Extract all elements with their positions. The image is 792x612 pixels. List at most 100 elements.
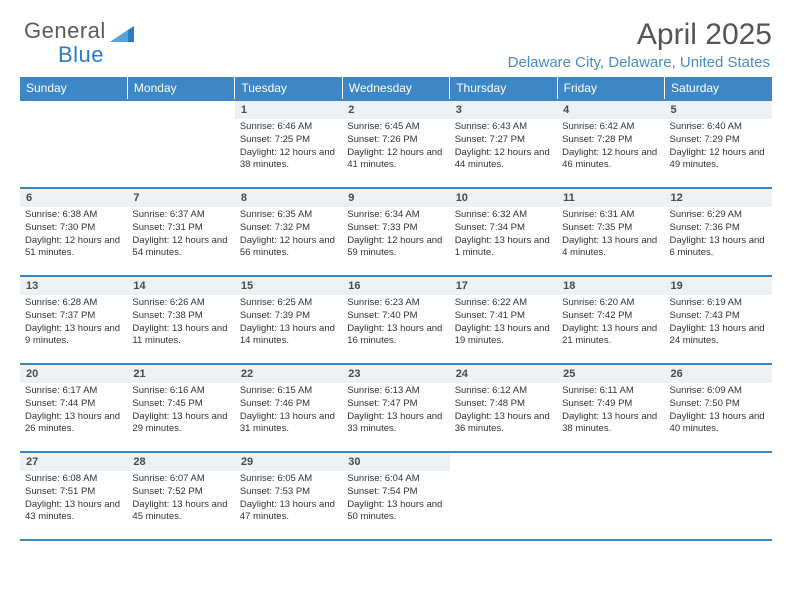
calendar-day-cell: 27Sunrise: 6:08 AMSunset: 7:51 PMDayligh…: [20, 452, 127, 540]
calendar-day-cell: 22Sunrise: 6:15 AMSunset: 7:46 PMDayligh…: [235, 364, 342, 452]
sunset-line: Sunset: 7:46 PM: [240, 398, 337, 411]
title-block: April 2025: [637, 18, 772, 52]
day-number: 3: [450, 101, 557, 119]
weekday-header: Friday: [557, 77, 664, 100]
sunrise-line: Sunrise: 6:29 AM: [670, 209, 767, 222]
calendar-week-row: 20Sunrise: 6:17 AMSunset: 7:44 PMDayligh…: [20, 364, 772, 452]
weekday-header: Thursday: [450, 77, 557, 100]
daylight-line: Daylight: 13 hours and 36 minutes.: [455, 411, 552, 437]
daylight-line: Daylight: 12 hours and 49 minutes.: [670, 147, 767, 173]
weekday-header: Tuesday: [235, 77, 342, 100]
daylight-line: Daylight: 12 hours and 41 minutes.: [347, 147, 444, 173]
day-number: 15: [235, 277, 342, 295]
sunrise-line: Sunrise: 6:05 AM: [240, 473, 337, 486]
sunrise-line: Sunrise: 6:38 AM: [25, 209, 122, 222]
daylight-line: Daylight: 13 hours and 19 minutes.: [455, 323, 552, 349]
day-body: Sunrise: 6:45 AMSunset: 7:26 PMDaylight:…: [342, 119, 449, 176]
sunset-line: Sunset: 7:25 PM: [240, 134, 337, 147]
sunset-line: Sunset: 7:26 PM: [347, 134, 444, 147]
sunrise-line: Sunrise: 6:28 AM: [25, 297, 122, 310]
calendar-head: SundayMondayTuesdayWednesdayThursdayFrid…: [20, 77, 772, 100]
sunset-line: Sunset: 7:40 PM: [347, 310, 444, 323]
calendar-day-cell: 24Sunrise: 6:12 AMSunset: 7:48 PMDayligh…: [450, 364, 557, 452]
calendar-day-cell: 25Sunrise: 6:11 AMSunset: 7:49 PMDayligh…: [557, 364, 664, 452]
daylight-line: Daylight: 13 hours and 29 minutes.: [132, 411, 229, 437]
day-body: Sunrise: 6:34 AMSunset: 7:33 PMDaylight:…: [342, 207, 449, 264]
calendar-day-cell: 11Sunrise: 6:31 AMSunset: 7:35 PMDayligh…: [557, 188, 664, 276]
calendar-body: 1Sunrise: 6:46 AMSunset: 7:25 PMDaylight…: [20, 100, 772, 540]
sunrise-line: Sunrise: 6:34 AM: [347, 209, 444, 222]
day-body: Sunrise: 6:08 AMSunset: 7:51 PMDaylight:…: [20, 471, 127, 528]
header-row: General Blue April 2025: [20, 18, 772, 52]
calendar-day-cell: 4Sunrise: 6:42 AMSunset: 7:28 PMDaylight…: [557, 100, 664, 188]
calendar-day-cell: 5Sunrise: 6:40 AMSunset: 7:29 PMDaylight…: [665, 100, 772, 188]
sunrise-line: Sunrise: 6:42 AM: [562, 121, 659, 134]
day-body: Sunrise: 6:16 AMSunset: 7:45 PMDaylight:…: [127, 383, 234, 440]
sunrise-line: Sunrise: 6:08 AM: [25, 473, 122, 486]
calendar-day-cell: 13Sunrise: 6:28 AMSunset: 7:37 PMDayligh…: [20, 276, 127, 364]
logo-text-blue: Blue: [58, 42, 104, 68]
day-number: 17: [450, 277, 557, 295]
daylight-line: Daylight: 12 hours and 56 minutes.: [240, 235, 337, 261]
weekday-header: Sunday: [20, 77, 127, 100]
day-number: 24: [450, 365, 557, 383]
calendar-day-cell: 16Sunrise: 6:23 AMSunset: 7:40 PMDayligh…: [342, 276, 449, 364]
sunset-line: Sunset: 7:44 PM: [25, 398, 122, 411]
day-number: 30: [342, 453, 449, 471]
day-body: Sunrise: 6:05 AMSunset: 7:53 PMDaylight:…: [235, 471, 342, 528]
calendar-day-cell: 29Sunrise: 6:05 AMSunset: 7:53 PMDayligh…: [235, 452, 342, 540]
calendar-day-cell: 26Sunrise: 6:09 AMSunset: 7:50 PMDayligh…: [665, 364, 772, 452]
daylight-line: Daylight: 13 hours and 33 minutes.: [347, 411, 444, 437]
day-body: Sunrise: 6:13 AMSunset: 7:47 PMDaylight:…: [342, 383, 449, 440]
sunset-line: Sunset: 7:43 PM: [670, 310, 767, 323]
calendar-day-cell: 23Sunrise: 6:13 AMSunset: 7:47 PMDayligh…: [342, 364, 449, 452]
day-body: Sunrise: 6:38 AMSunset: 7:30 PMDaylight:…: [20, 207, 127, 264]
day-number: 23: [342, 365, 449, 383]
sunset-line: Sunset: 7:31 PM: [132, 222, 229, 235]
day-body: Sunrise: 6:19 AMSunset: 7:43 PMDaylight:…: [665, 295, 772, 352]
sunset-line: Sunset: 7:51 PM: [25, 486, 122, 499]
sunrise-line: Sunrise: 6:22 AM: [455, 297, 552, 310]
calendar-day-cell: [20, 100, 127, 188]
sunrise-line: Sunrise: 6:17 AM: [25, 385, 122, 398]
day-number: 7: [127, 189, 234, 207]
day-body: Sunrise: 6:28 AMSunset: 7:37 PMDaylight:…: [20, 295, 127, 352]
sunrise-line: Sunrise: 6:11 AM: [562, 385, 659, 398]
location-text: Delaware City, Delaware, United States: [20, 54, 772, 71]
day-body: Sunrise: 6:12 AMSunset: 7:48 PMDaylight:…: [450, 383, 557, 440]
day-body: Sunrise: 6:26 AMSunset: 7:38 PMDaylight:…: [127, 295, 234, 352]
day-body: Sunrise: 6:22 AMSunset: 7:41 PMDaylight:…: [450, 295, 557, 352]
day-number: 21: [127, 365, 234, 383]
day-number: 19: [665, 277, 772, 295]
daylight-line: Daylight: 13 hours and 26 minutes.: [25, 411, 122, 437]
day-body: Sunrise: 6:32 AMSunset: 7:34 PMDaylight:…: [450, 207, 557, 264]
calendar-day-cell: [665, 452, 772, 540]
calendar-day-cell: 19Sunrise: 6:19 AMSunset: 7:43 PMDayligh…: [665, 276, 772, 364]
calendar-day-cell: 2Sunrise: 6:45 AMSunset: 7:26 PMDaylight…: [342, 100, 449, 188]
daylight-line: Daylight: 13 hours and 21 minutes.: [562, 323, 659, 349]
sunset-line: Sunset: 7:30 PM: [25, 222, 122, 235]
daylight-line: Daylight: 13 hours and 47 minutes.: [240, 499, 337, 525]
sunset-line: Sunset: 7:52 PM: [132, 486, 229, 499]
sunrise-line: Sunrise: 6:13 AM: [347, 385, 444, 398]
daylight-line: Daylight: 13 hours and 6 minutes.: [670, 235, 767, 261]
calendar-day-cell: 8Sunrise: 6:35 AMSunset: 7:32 PMDaylight…: [235, 188, 342, 276]
sunset-line: Sunset: 7:36 PM: [670, 222, 767, 235]
day-number: 14: [127, 277, 234, 295]
calendar-day-cell: 12Sunrise: 6:29 AMSunset: 7:36 PMDayligh…: [665, 188, 772, 276]
calendar-week-row: 13Sunrise: 6:28 AMSunset: 7:37 PMDayligh…: [20, 276, 772, 364]
sunrise-line: Sunrise: 6:20 AM: [562, 297, 659, 310]
daylight-line: Daylight: 13 hours and 40 minutes.: [670, 411, 767, 437]
calendar-day-cell: 9Sunrise: 6:34 AMSunset: 7:33 PMDaylight…: [342, 188, 449, 276]
sunrise-line: Sunrise: 6:15 AM: [240, 385, 337, 398]
logo: General Blue: [20, 18, 138, 44]
calendar-day-cell: 21Sunrise: 6:16 AMSunset: 7:45 PMDayligh…: [127, 364, 234, 452]
calendar-day-cell: 28Sunrise: 6:07 AMSunset: 7:52 PMDayligh…: [127, 452, 234, 540]
day-body: Sunrise: 6:17 AMSunset: 7:44 PMDaylight:…: [20, 383, 127, 440]
day-number: 13: [20, 277, 127, 295]
page: General Blue April 2025 Delaware City, D…: [0, 0, 792, 561]
sunset-line: Sunset: 7:32 PM: [240, 222, 337, 235]
weekday-header: Wednesday: [342, 77, 449, 100]
day-body: Sunrise: 6:29 AMSunset: 7:36 PMDaylight:…: [665, 207, 772, 264]
sunrise-line: Sunrise: 6:31 AM: [562, 209, 659, 222]
